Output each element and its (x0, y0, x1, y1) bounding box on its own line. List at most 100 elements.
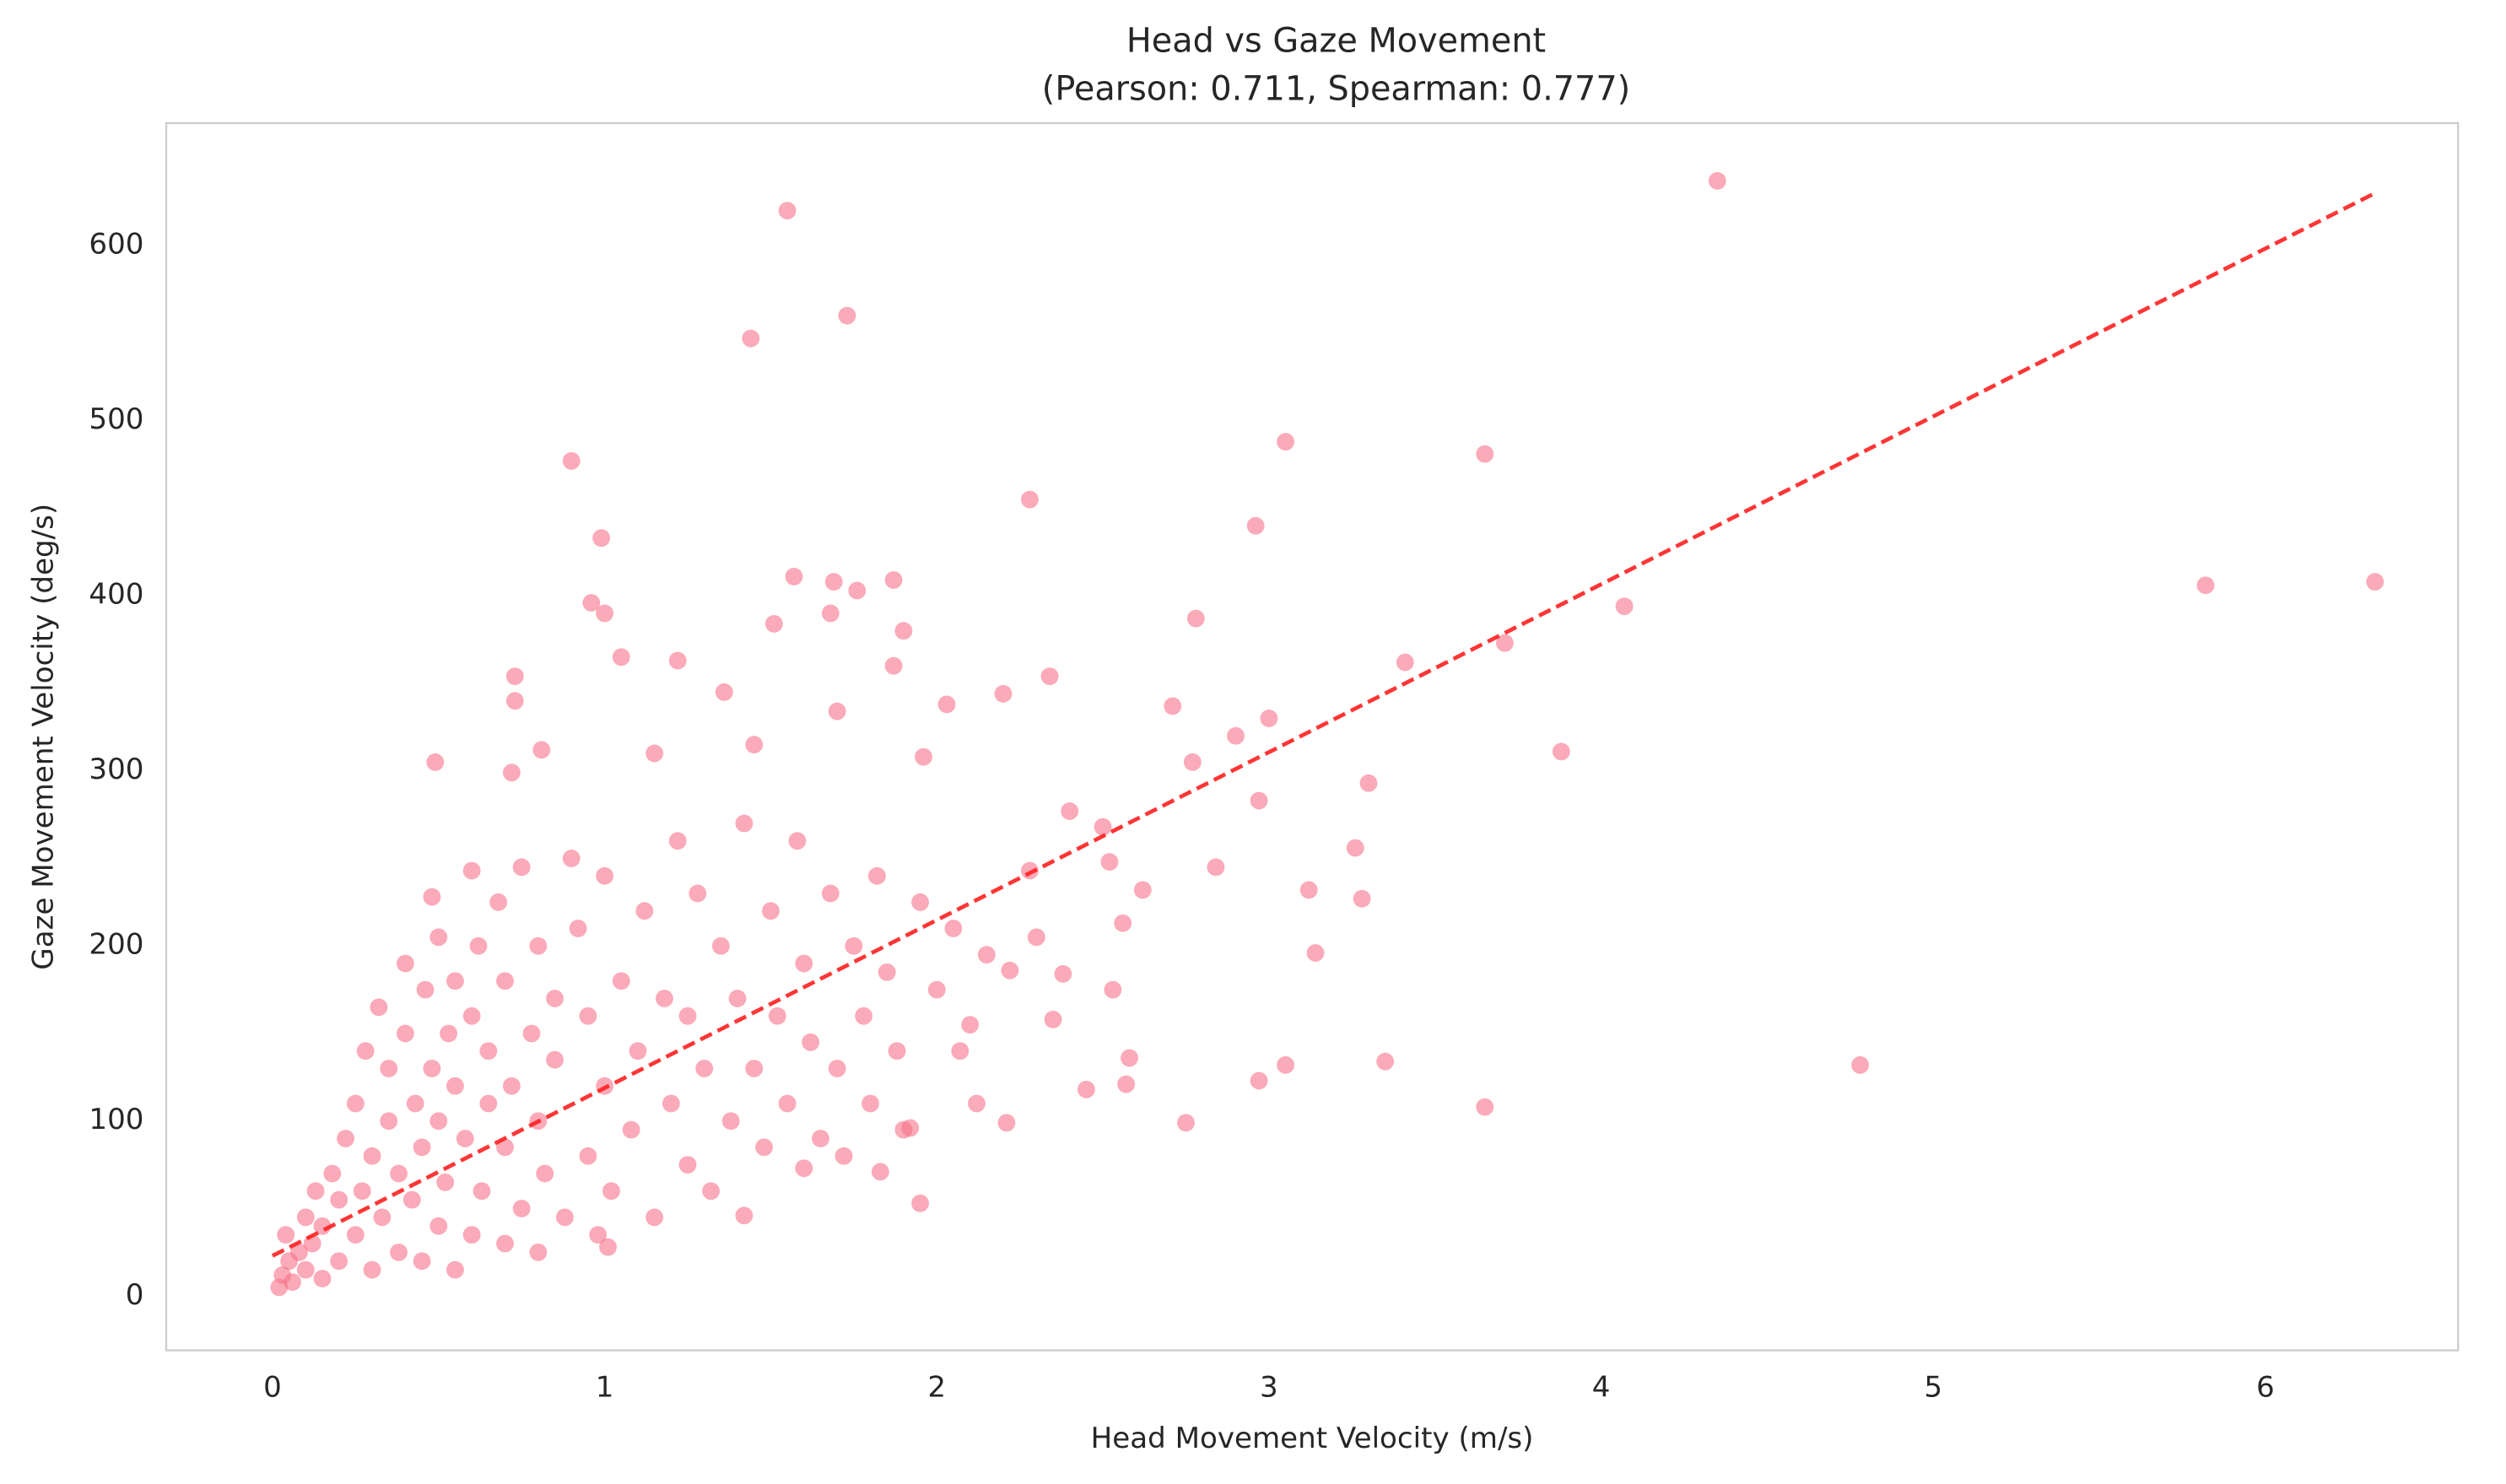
point (1250, 1071, 1268, 1090)
point (1177, 1114, 1195, 1132)
point (878, 963, 896, 981)
point (1615, 597, 1634, 616)
point (363, 1260, 381, 1279)
point (884, 656, 903, 675)
point (337, 1130, 354, 1147)
point (390, 1243, 408, 1261)
point (429, 1112, 448, 1131)
point (994, 684, 1013, 703)
point (828, 1060, 846, 1077)
point (2196, 576, 2215, 595)
point (855, 1006, 873, 1025)
point (496, 972, 514, 990)
point (745, 736, 764, 754)
x-tick-label: 3 (1260, 1371, 1278, 1405)
point (668, 832, 687, 850)
point (702, 1182, 720, 1201)
point (735, 1206, 753, 1225)
point (927, 980, 946, 999)
point (496, 1234, 514, 1253)
point (635, 902, 654, 920)
point (1246, 516, 1265, 535)
point (512, 1200, 531, 1217)
point (496, 1138, 514, 1157)
point (1021, 490, 1039, 509)
point (861, 1094, 879, 1113)
point (416, 980, 435, 999)
point (802, 1033, 820, 1051)
y-tick-label: 500 (89, 402, 143, 436)
point (845, 936, 863, 955)
point (721, 1112, 740, 1131)
point (579, 1147, 597, 1165)
point (764, 614, 783, 633)
point (370, 998, 388, 1017)
point (1133, 881, 1152, 899)
point (423, 888, 441, 906)
x-tick-label: 0 (263, 1371, 282, 1405)
point (330, 1252, 348, 1271)
point (695, 1060, 714, 1077)
point (1260, 710, 1278, 727)
point (592, 529, 611, 548)
point (1476, 445, 1494, 463)
point (390, 1164, 408, 1183)
point (562, 451, 581, 470)
point (1227, 726, 1245, 745)
point (1353, 889, 1371, 908)
point (323, 1164, 342, 1183)
y-axis-label: Gaze Movement Velocity (deg/s) (27, 504, 61, 970)
point (1359, 774, 1378, 792)
point (529, 1243, 548, 1261)
chart-subtitle: (Pearson: 0.711, Spearman: 0.777) (1042, 70, 1630, 109)
point (397, 954, 414, 973)
point (622, 1120, 640, 1139)
point (502, 764, 521, 782)
point (1054, 965, 1072, 983)
point (429, 928, 448, 947)
point (629, 1042, 647, 1060)
point (824, 573, 843, 591)
point (505, 667, 524, 686)
point (456, 1130, 474, 1147)
point (1299, 881, 1318, 899)
point (977, 946, 996, 964)
chart-title: Head vs Gaze Movement (1126, 22, 1546, 61)
point (599, 1238, 617, 1256)
y-tick-label: 100 (89, 1103, 143, 1136)
point (778, 202, 797, 220)
point (284, 1273, 301, 1292)
point (1495, 634, 1514, 652)
point (479, 1042, 498, 1060)
point (645, 744, 664, 763)
point (1077, 1080, 1095, 1098)
point (330, 1190, 348, 1209)
point (838, 306, 856, 325)
point (915, 747, 932, 766)
point (968, 1094, 986, 1113)
point (462, 1226, 481, 1244)
point (1061, 802, 1079, 820)
point (1164, 697, 1182, 715)
y-tick-label: 400 (89, 578, 143, 612)
point (406, 1094, 424, 1113)
point (1044, 1010, 1062, 1028)
point (735, 814, 753, 833)
point (296, 1208, 315, 1227)
point (1040, 667, 1059, 686)
point (901, 1119, 920, 1137)
point (1121, 1049, 1138, 1067)
point (596, 866, 614, 885)
point (1851, 1055, 1870, 1074)
point (867, 866, 886, 885)
point (715, 683, 733, 701)
point (821, 884, 840, 903)
point (1117, 1075, 1136, 1093)
point (1277, 433, 1295, 451)
point (768, 1006, 786, 1025)
point (834, 1147, 853, 1165)
point (546, 990, 564, 1007)
point (1186, 609, 1205, 628)
point (356, 1042, 375, 1060)
